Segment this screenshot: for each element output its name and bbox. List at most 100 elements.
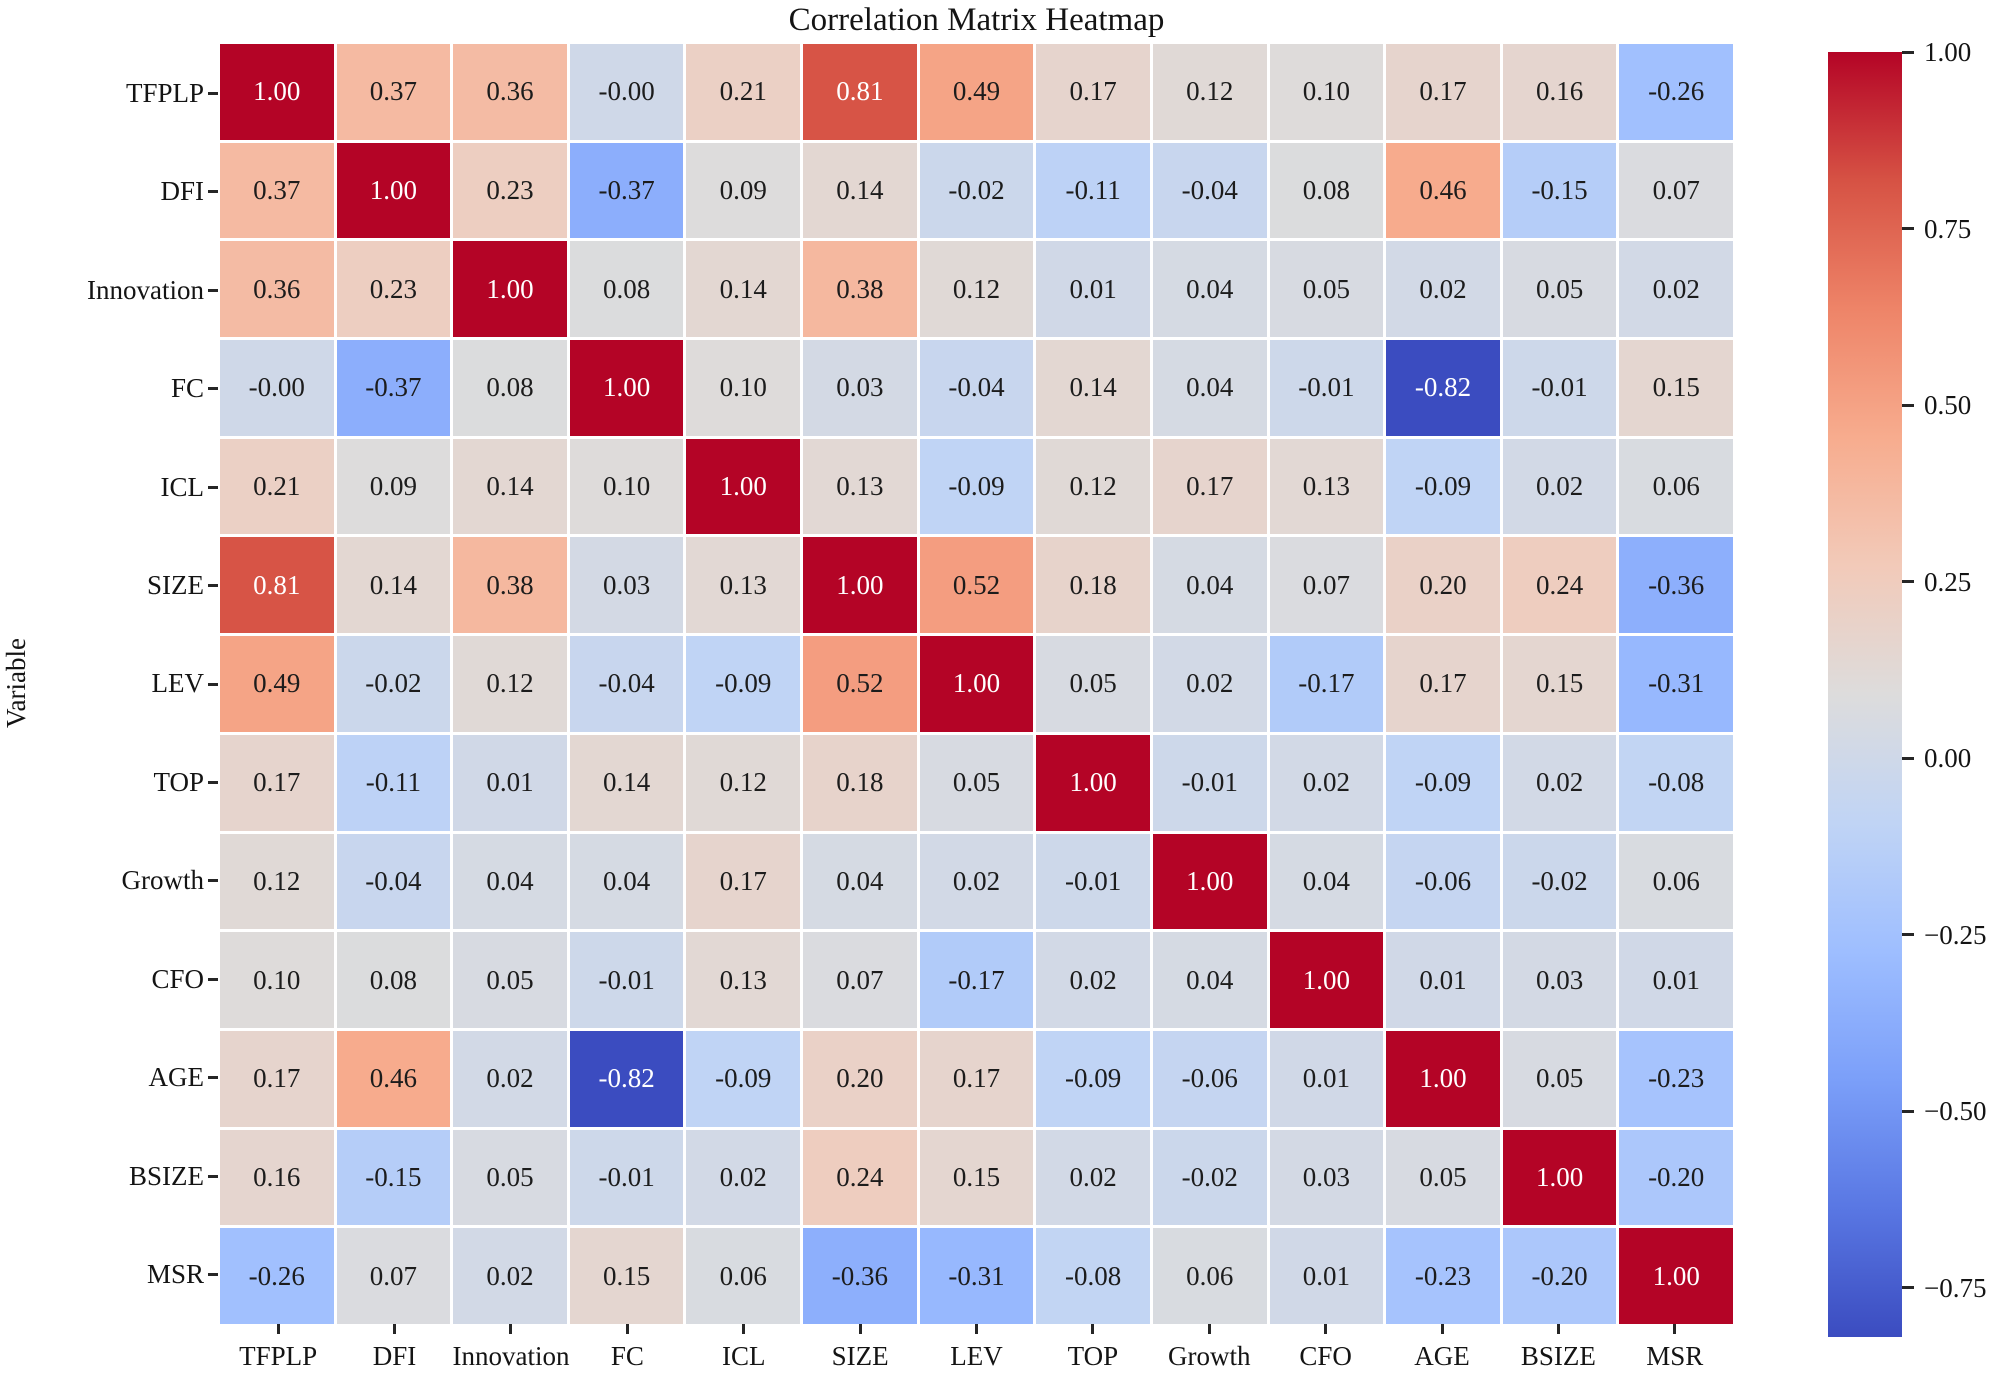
y-tick-mark: [208, 1076, 218, 1080]
y-tick-label: TOP: [153, 766, 204, 797]
heatmap-cell: 0.52: [919, 537, 1034, 634]
heatmap-cell: 0.08: [336, 932, 451, 1028]
heatmap-cell: 0.17: [1386, 636, 1500, 732]
x-tick-mark: [1091, 1324, 1095, 1334]
colorbar-tick-mark: [1902, 756, 1914, 760]
heatmap-cell: 0.07: [803, 932, 917, 1028]
y-tick-label: ICL: [160, 471, 205, 502]
heatmap-cell: -0.37: [336, 340, 451, 436]
y-tick-label: CFO: [151, 963, 204, 994]
x-tick-mark: [1440, 1324, 1444, 1334]
heatmap-cell: -0.09: [919, 438, 1034, 535]
heatmap-cell: 0.01: [1036, 241, 1150, 338]
colorbar-tick-label: 0.00: [1924, 743, 1972, 774]
y-tick-mark: [208, 780, 218, 784]
y-tick-label: BSIZE: [128, 1160, 204, 1191]
heatmap-cell: 0.02: [1502, 734, 1617, 831]
heatmap-cell: -0.01: [569, 1129, 684, 1226]
heatmap-cell: -0.09: [1386, 734, 1500, 831]
heatmap-cell: 0.16: [220, 1129, 334, 1226]
colorbar-tick-label: −0.25: [1924, 919, 1987, 950]
colorbar-tick-mark: [1902, 50, 1914, 54]
y-tick-label: FC: [170, 373, 204, 404]
colorbar-tick-mark: [1902, 1109, 1914, 1113]
heatmap-cell: 0.36: [453, 44, 567, 140]
heatmap-cell: 0.02: [1619, 241, 1733, 338]
x-tick-mark: [1673, 1324, 1677, 1334]
heatmap-cell: 0.12: [1036, 438, 1150, 535]
heatmap-cell: 0.18: [803, 734, 917, 831]
colorbar-tick-mark: [1902, 227, 1914, 230]
heatmap-cell: 0.03: [1502, 932, 1617, 1028]
heatmap-cell: 0.13: [686, 932, 801, 1028]
heatmap-cell: 0.05: [919, 734, 1034, 831]
heatmap-cell: -0.23: [1619, 1030, 1733, 1127]
y-tick-mark: [208, 387, 218, 391]
heatmap-cell: 0.20: [1386, 537, 1500, 634]
heatmap-cell: -0.82: [1386, 340, 1500, 436]
heatmap-cell: 0.06: [686, 1228, 801, 1324]
heatmap-cell: 0.02: [1036, 1129, 1150, 1226]
heatmap-cell: -0.26: [220, 1228, 334, 1324]
heatmap-cell: 0.14: [686, 241, 801, 338]
heatmap-cell: 0.17: [686, 833, 801, 930]
heatmap-cell: -0.20: [1619, 1129, 1733, 1226]
heatmap-cell: -0.37: [569, 142, 684, 239]
heatmap-cell: -0.20: [1502, 1228, 1617, 1324]
heatmap-cell: 0.03: [803, 340, 917, 436]
heatmap-cell: 0.10: [1269, 44, 1384, 140]
heatmap-cell: 0.08: [569, 241, 684, 338]
heatmap-cell: 0.17: [1152, 438, 1267, 535]
heatmap-cell: -0.02: [336, 636, 451, 732]
heatmap-cell: -0.02: [1152, 1129, 1267, 1226]
heatmap-cell: 0.10: [686, 340, 801, 436]
heatmap-cell: -0.36: [803, 1228, 917, 1324]
x-tick-label: LEV: [950, 1340, 1003, 1371]
heatmap-cell: 0.14: [1036, 340, 1150, 436]
y-tick-label: LEV: [151, 668, 204, 699]
heatmap-cell: 0.17: [220, 734, 334, 831]
x-tick-label: TOP: [1067, 1340, 1119, 1371]
colorbar-tick-label: 0.25: [1924, 566, 1972, 597]
heatmap-cell: 0.04: [1152, 537, 1267, 634]
y-tick-mark: [208, 288, 218, 292]
heatmap-cell: 0.01: [453, 734, 567, 831]
heatmap-cell: 0.17: [1036, 44, 1150, 140]
heatmap-cell: 0.06: [1619, 833, 1733, 930]
heatmap-cell: 0.15: [919, 1129, 1034, 1226]
heatmap-cell: 0.24: [1502, 537, 1617, 634]
heatmap-cell: 0.21: [686, 44, 801, 140]
heatmap-cell: 0.09: [686, 142, 801, 239]
heatmap-cell: -0.01: [1269, 340, 1384, 436]
heatmap-cell: 0.15: [1619, 340, 1733, 436]
x-tick-mark: [742, 1324, 746, 1334]
heatmap-cell: 0.13: [1269, 438, 1384, 535]
heatmap-cell: -0.17: [919, 932, 1034, 1028]
heatmap-cell: 0.02: [1269, 734, 1384, 831]
y-tick-label: DFI: [160, 176, 204, 207]
heatmap-cell: 1.00: [453, 241, 567, 338]
heatmap-cell: -0.17: [1269, 636, 1384, 732]
heatmap-cell: 0.15: [569, 1228, 684, 1324]
heatmap-cell: 0.02: [453, 1030, 567, 1127]
heatmap-cell: 0.08: [1269, 142, 1384, 239]
x-tick-label: FC: [610, 1340, 644, 1371]
y-tick-label: MSR: [146, 1259, 204, 1290]
heatmap-cell: 0.38: [453, 537, 567, 634]
heatmap-cell: 0.04: [569, 833, 684, 930]
heatmap-cell: 0.81: [803, 44, 917, 140]
x-tick-mark: [858, 1324, 862, 1334]
heatmap-cell: -0.82: [569, 1030, 684, 1127]
heatmap-cell: -0.04: [336, 833, 451, 930]
heatmap-cell: 0.06: [1619, 438, 1733, 535]
y-tick-label: Innovation: [87, 274, 204, 305]
colorbar-tick-mark: [1902, 403, 1914, 407]
heatmap-cell: -0.15: [1502, 142, 1617, 239]
heatmap-cell: 0.04: [1152, 340, 1267, 436]
heatmap-cell: -0.04: [919, 340, 1034, 436]
heatmap-cell: 0.17: [1386, 44, 1500, 140]
heatmap-cell: 0.46: [336, 1030, 451, 1127]
heatmap-cell: 0.02: [686, 1129, 801, 1226]
heatmap-cell: 1.00: [220, 44, 334, 140]
